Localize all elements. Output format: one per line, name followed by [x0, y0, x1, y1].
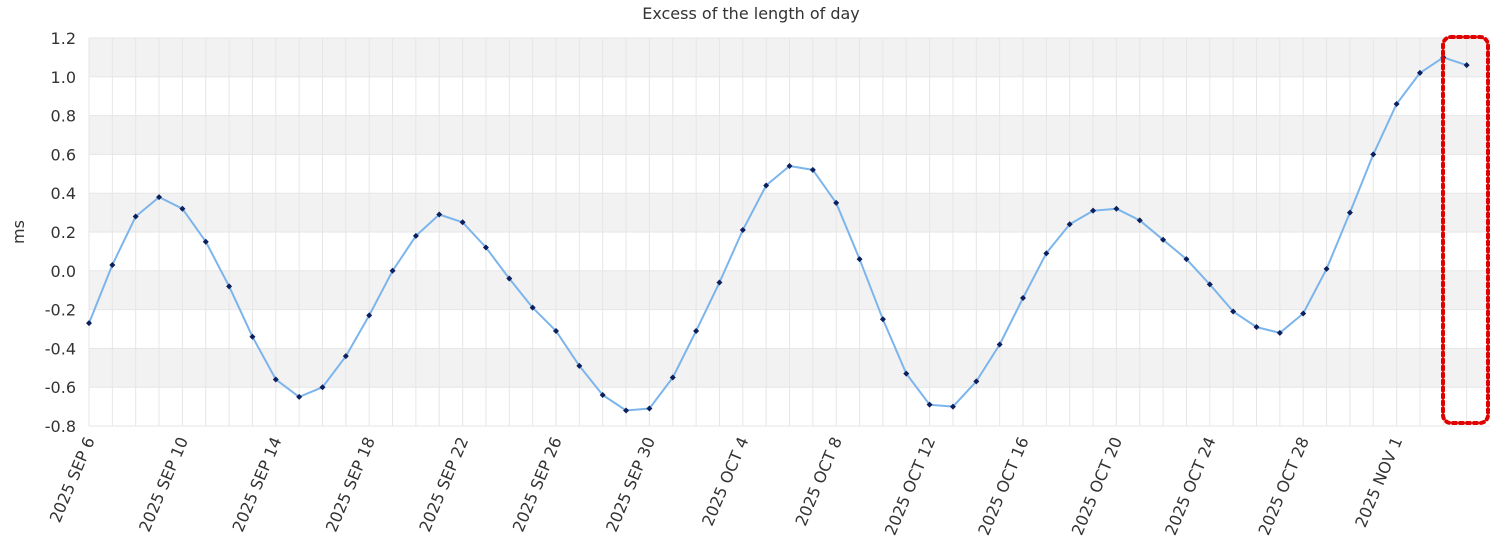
y-tick-label: -0.8 [45, 417, 76, 436]
x-tick-label: 2025 SEP 14 [228, 434, 285, 535]
data-point [1160, 236, 1167, 243]
data-point [436, 211, 443, 218]
data-point [1463, 62, 1470, 69]
data-point [576, 362, 583, 369]
data-point [623, 407, 630, 414]
highlight-box [1441, 35, 1490, 425]
data-point [1206, 281, 1213, 288]
data-point [1300, 310, 1307, 317]
data-point [553, 327, 559, 334]
data-point [1323, 265, 1330, 272]
data-point [296, 393, 303, 400]
data-point [1230, 308, 1237, 315]
y-tick-label: -0.2 [45, 301, 76, 320]
x-tick-label: 2025 OCT 4 [698, 434, 752, 529]
data-point [226, 283, 233, 290]
y-tick-label: 0.0 [51, 262, 76, 281]
data-point [132, 213, 139, 220]
x-axis: 2025 SEP 6 2025 SEP 10 2025 SEP 14 2025 SEP… [46, 434, 1407, 538]
data-point [949, 403, 956, 410]
x-tick-label: 2025 OCT 16 [974, 434, 1032, 538]
data-point [739, 227, 746, 234]
series-markers [86, 54, 1470, 414]
data-point [879, 316, 886, 323]
data-point [272, 376, 279, 383]
data-point [1183, 256, 1190, 263]
data-point [482, 244, 489, 251]
data-point [506, 275, 513, 282]
data-point [669, 374, 676, 381]
y-axis: -0.8 -0.6 -0.4 -0.2 0.0 0.2 0.4 0.6 0.8 1.0 1.2 [45, 29, 76, 436]
data-point [599, 391, 606, 398]
y-tick-label: 1.0 [51, 68, 76, 87]
data-point [1416, 69, 1423, 76]
data-point [1090, 207, 1097, 214]
data-point [459, 219, 466, 226]
x-tick-label: 2025 OCT 8 [791, 434, 845, 529]
data-point [646, 405, 653, 412]
data-point [179, 205, 186, 212]
data-point [412, 232, 419, 239]
data-point [856, 256, 863, 263]
data-point [809, 166, 816, 173]
data-point [389, 267, 396, 274]
data-point [1253, 324, 1260, 331]
highlight-rect [1441, 35, 1490, 425]
x-tick-label: 2025 NOV 1 [1351, 434, 1406, 530]
data-point [1136, 217, 1143, 224]
x-tick-label: 2025 SEP 18 [322, 434, 379, 535]
x-tick-label: 2025 OCT 28 [1254, 434, 1312, 538]
data-point [156, 194, 163, 201]
x-tick-label: 2025 SEP 6 [46, 434, 99, 525]
data-point [249, 333, 256, 340]
data-point [1020, 294, 1026, 301]
data-point [716, 279, 723, 286]
grid-lines [88, 37, 1490, 427]
chart-title: Excess of the length of day [642, 4, 860, 23]
data-point [202, 238, 209, 245]
data-point [319, 384, 326, 391]
data-point [529, 304, 536, 311]
y-tick-label: 0.2 [51, 223, 76, 242]
data-point [926, 401, 933, 408]
data-point [109, 261, 116, 268]
x-tick-label: 2025 SEP 22 [415, 434, 472, 535]
y-tick-label: -0.4 [45, 339, 76, 358]
x-tick-label: 2025 SEP 10 [135, 434, 192, 535]
data-point [693, 327, 700, 334]
data-point [342, 353, 349, 360]
y-tick-label: 0.8 [51, 107, 76, 126]
data-point [1043, 250, 1050, 257]
data-point [833, 199, 840, 206]
series-line [88, 56, 1468, 412]
y-tick-label: -0.6 [45, 378, 76, 397]
series-line-path [88, 56, 1468, 412]
data-point [1066, 221, 1073, 228]
data-point [366, 312, 373, 319]
data-point [1393, 100, 1400, 107]
x-tick-label: 2025 OCT 12 [881, 434, 939, 538]
data-point [786, 163, 793, 170]
y-tick-label: 1.2 [51, 29, 76, 48]
data-point [763, 182, 770, 189]
data-point [1346, 209, 1353, 216]
y-axis-title: ms [9, 220, 28, 244]
x-tick-label: 2025 SEP 30 [602, 434, 659, 535]
data-point [1276, 329, 1283, 336]
y-tick-label: 0.6 [51, 145, 76, 164]
data-point [1113, 205, 1120, 212]
x-tick-label: 2025 OCT 24 [1161, 434, 1219, 538]
data-point [903, 370, 910, 377]
data-point [973, 378, 980, 385]
y-tick-label: 0.4 [51, 184, 76, 203]
data-point [1370, 151, 1377, 158]
x-tick-label: 2025 OCT 20 [1068, 434, 1126, 538]
x-tick-label: 2025 SEP 26 [509, 434, 566, 535]
data-point [996, 341, 1003, 348]
data-point [86, 320, 92, 327]
